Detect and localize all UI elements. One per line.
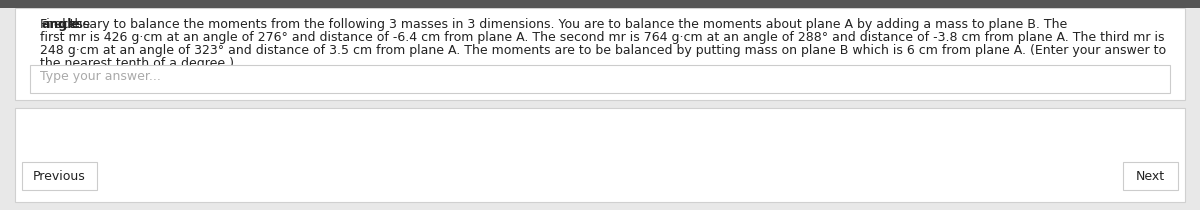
Bar xyxy=(22,162,97,190)
Text: first mr is 426 g·cm at an angle of 276° and distance of -6.4 cm from plane A. T: first mr is 426 g·cm at an angle of 276°… xyxy=(40,31,1164,44)
Text: necessary to balance the moments from the following 3 masses in 3 dimensions. Yo: necessary to balance the moments from th… xyxy=(42,18,1067,31)
Bar xyxy=(14,8,1186,100)
Text: Find the: Find the xyxy=(40,18,94,31)
Text: Type your answer...: Type your answer... xyxy=(40,70,161,83)
Text: 248 g·cm at an angle of 323° and distance of 3.5 cm from plane A. The moments ar: 248 g·cm at an angle of 323° and distanc… xyxy=(40,44,1166,57)
Text: angle: angle xyxy=(41,18,80,31)
Bar xyxy=(14,108,1186,202)
Bar xyxy=(0,0,1200,8)
Bar xyxy=(1123,162,1178,190)
Text: Next: Next xyxy=(1136,169,1165,182)
Bar xyxy=(30,65,1170,93)
Text: the nearest tenth of a degree.): the nearest tenth of a degree.) xyxy=(40,57,234,70)
Text: Previous: Previous xyxy=(34,169,86,182)
